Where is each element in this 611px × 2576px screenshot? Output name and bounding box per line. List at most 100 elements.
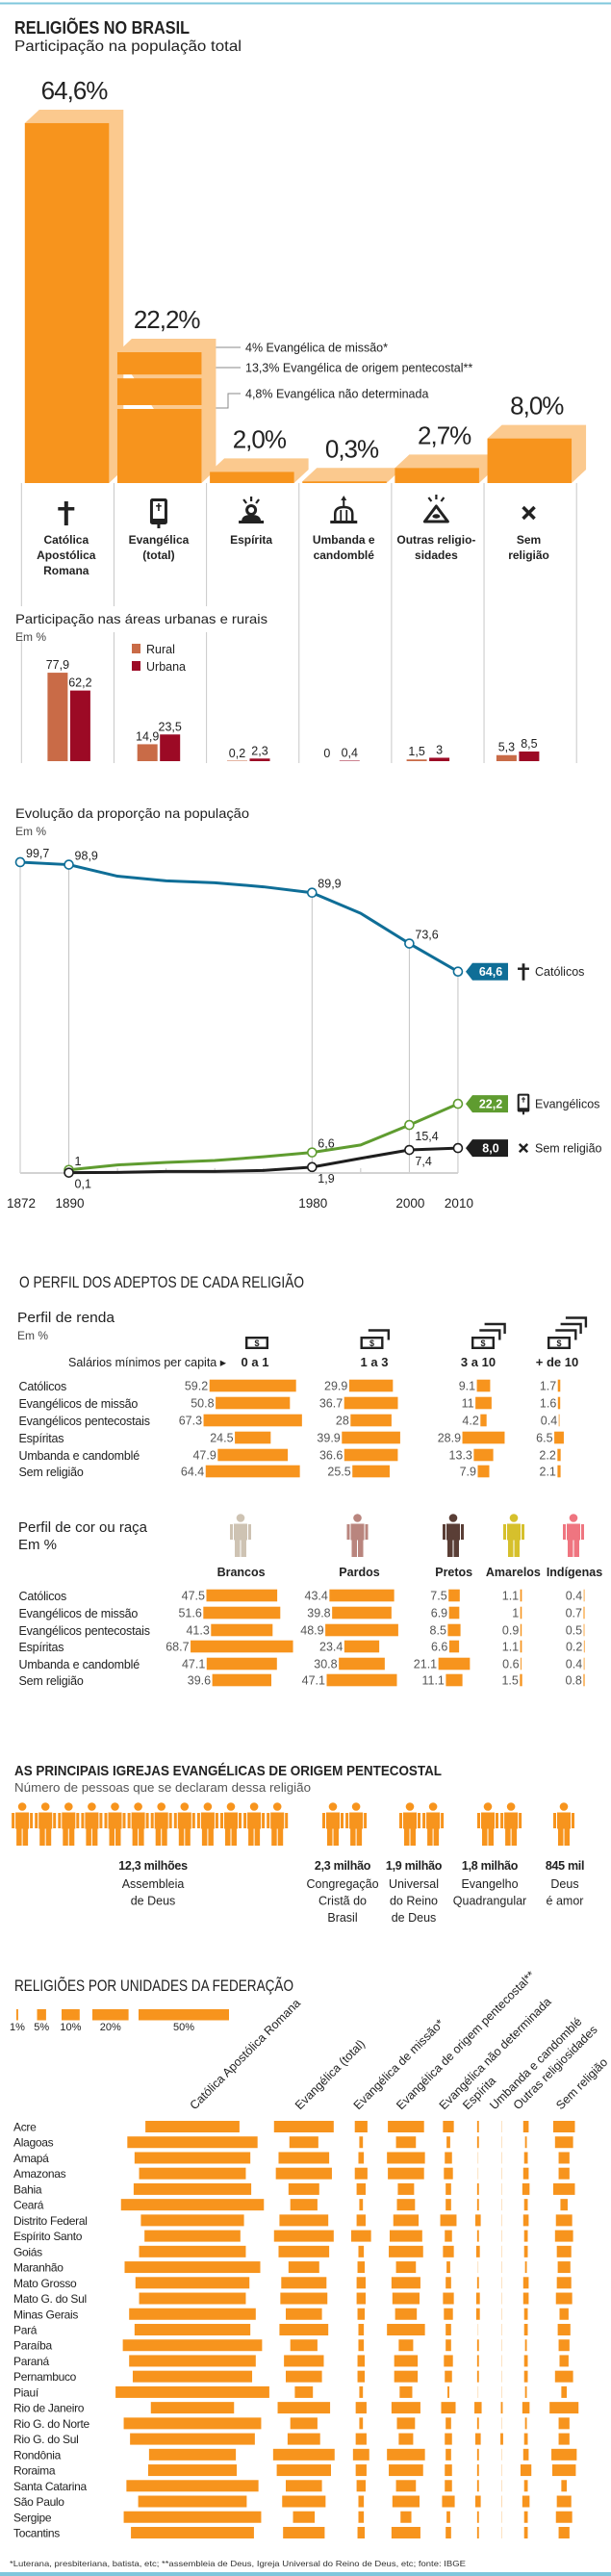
person-arm <box>53 1813 57 1828</box>
person-head <box>483 1802 493 1811</box>
bar <box>357 2370 366 2383</box>
icon-part <box>522 963 525 981</box>
icon-part <box>239 521 265 523</box>
bar <box>446 2448 451 2461</box>
bar <box>443 2292 454 2305</box>
bar-front <box>395 468 479 483</box>
legend-label: Urbana <box>146 660 186 674</box>
state-row-parana: Paraná <box>13 2355 569 2368</box>
value-label: 23.4 <box>319 1641 343 1654</box>
profiles-section-title: O PERFIL DOS ADEPTOS DE CADA RELIGIÃO <box>19 1273 304 1291</box>
bar <box>354 2167 368 2180</box>
data-label: 73,6 <box>415 929 438 942</box>
value-label: 11.1 <box>421 1674 444 1688</box>
person-torso <box>15 1812 30 1829</box>
money-stack-icon: $ <box>245 1336 269 1349</box>
bar <box>476 1379 491 1392</box>
state-row-amapa: Amapá <box>13 2152 570 2165</box>
column-header: + de 10 <box>536 1355 578 1369</box>
person-leg <box>248 1828 254 1846</box>
state-row-acre: Acre <box>13 2121 575 2134</box>
person-head <box>272 1802 282 1811</box>
person-torso <box>200 1812 215 1829</box>
person-torso <box>350 1523 365 1541</box>
value-label: 59.2 <box>185 1380 208 1393</box>
bar <box>520 1606 522 1620</box>
value-label: 47.1 <box>302 1674 325 1688</box>
bar <box>523 2308 528 2320</box>
bar-rural <box>137 744 158 761</box>
state-label: Mato G. do Sul <box>13 2292 87 2306</box>
bar <box>354 2121 368 2132</box>
person-torso <box>247 1812 262 1829</box>
icon-part <box>242 497 260 504</box>
bar-rural <box>406 759 427 761</box>
icon-part <box>422 504 449 523</box>
bar <box>397 2182 415 2195</box>
bar <box>356 2292 366 2305</box>
icon-part <box>330 521 358 523</box>
bar <box>476 2277 479 2289</box>
value-label: 47.1 <box>182 1658 205 1671</box>
bar <box>556 2277 572 2289</box>
race-title: Perfil de cor ou raça <box>18 1519 148 1536</box>
race-profile-chart: Brancos Pardos Pretos Amarelos Indígenas Cató… <box>19 1514 602 1688</box>
data-label: 1 <box>75 1155 82 1168</box>
data-point <box>306 887 318 899</box>
bar <box>501 2230 502 2242</box>
person-arm <box>122 1813 126 1828</box>
bar <box>475 1396 492 1410</box>
bar <box>522 2214 529 2227</box>
person-head <box>405 1802 415 1811</box>
value-label: 62,2 <box>68 676 91 690</box>
bar <box>282 2495 326 2508</box>
bar <box>358 2495 365 2508</box>
state-row-bahia: Bahia <box>13 2182 575 2196</box>
person-leg <box>115 1828 121 1846</box>
state-label: Mato Grosso <box>13 2277 77 2290</box>
person-leg <box>132 1828 139 1846</box>
person-leg <box>208 1828 214 1846</box>
person-arm <box>248 1524 251 1540</box>
person-arm <box>173 1813 177 1828</box>
icon-part <box>432 514 441 519</box>
bar <box>445 2230 452 2242</box>
line-evangelicos <box>68 1102 459 1172</box>
row-label: Evangélicos pentecostais <box>19 1624 150 1638</box>
church-name: Assembleia <box>122 1877 185 1891</box>
money-stack-icon: $ <box>471 1322 506 1349</box>
value-label: 12,3 milhões <box>118 1859 188 1873</box>
income-profile-chart: Salários mínimos per capita ▸ 0 a 1 $1 a 3… <box>19 1316 588 1479</box>
bar <box>445 2433 452 2445</box>
bar <box>325 1623 398 1637</box>
state-row-alagoas: Alagoas <box>13 2136 573 2150</box>
column-header: Pretos <box>435 1566 472 1579</box>
bar <box>445 2480 452 2492</box>
person-icon <box>220 1802 242 1846</box>
person-arm <box>168 1813 172 1828</box>
bar <box>129 2355 256 2367</box>
person-arm <box>519 1813 522 1828</box>
bar <box>520 1673 522 1687</box>
state-label: Santa Catarina <box>13 2480 87 2493</box>
person-arm <box>81 1813 85 1828</box>
bar <box>583 1673 585 1687</box>
bar <box>124 2261 261 2274</box>
bar <box>150 2402 235 2414</box>
banknote-outline <box>479 1329 501 1340</box>
bar <box>134 2323 251 2335</box>
value-label: 43.4 <box>305 1590 328 1603</box>
person-icon <box>322 1802 344 1846</box>
person-arm <box>267 1813 270 1828</box>
bar <box>520 1623 522 1637</box>
person-leg <box>351 1540 357 1557</box>
person-torso <box>62 1812 76 1829</box>
bar <box>398 2433 414 2445</box>
person-arm <box>341 1813 344 1828</box>
bar <box>441 2402 456 2414</box>
bar <box>501 2495 502 2508</box>
bar <box>273 2230 334 2242</box>
legend-label: Rural <box>146 643 175 656</box>
value-label: 39.9 <box>317 1432 340 1445</box>
person-arm <box>399 1813 402 1828</box>
